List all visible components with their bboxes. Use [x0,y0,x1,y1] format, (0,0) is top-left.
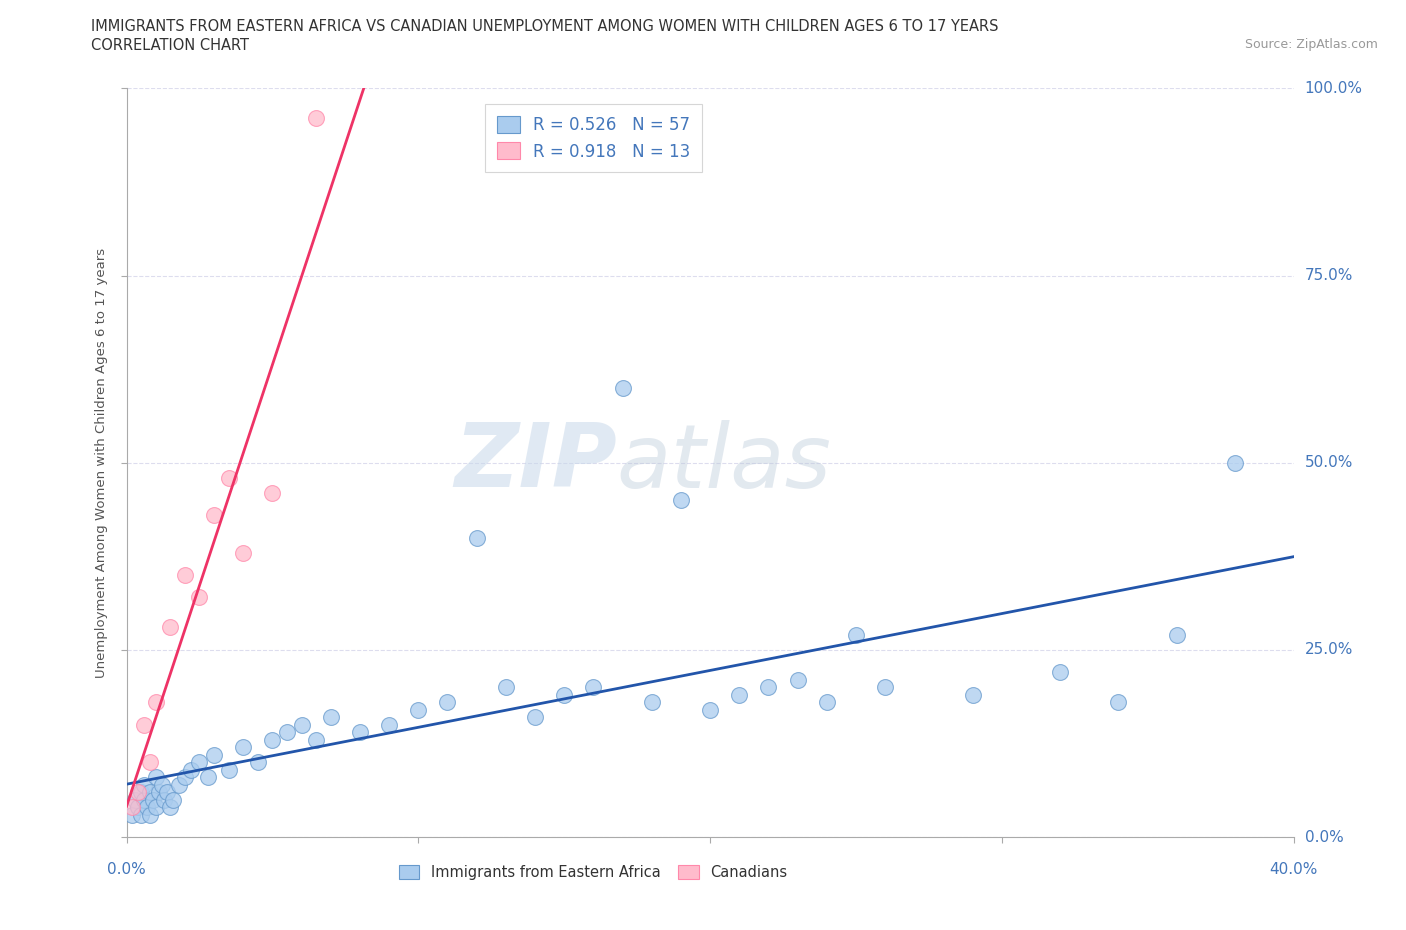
Text: IMMIGRANTS FROM EASTERN AFRICA VS CANADIAN UNEMPLOYMENT AMONG WOMEN WITH CHILDRE: IMMIGRANTS FROM EASTERN AFRICA VS CANADI… [91,19,998,33]
Point [290,717,312,732]
Point [728,687,751,702]
Point [815,695,838,710]
Point [121,800,143,815]
Point [218,763,240,777]
Point [202,747,225,762]
Point [202,508,225,523]
Text: 75.0%: 75.0% [1305,268,1353,283]
Point [136,800,159,815]
Point [1223,456,1247,471]
Point [276,724,298,739]
Point [148,785,170,800]
Point [129,785,152,800]
Point [167,777,190,792]
Point [145,695,167,710]
Point [845,628,868,643]
Point [612,380,634,395]
Point [305,111,328,126]
Point [124,792,146,807]
Text: ZIP: ZIP [454,419,617,506]
Text: 100.0%: 100.0% [1305,81,1362,96]
Point [641,695,664,710]
Point [756,680,779,695]
Point [129,807,152,822]
Point [218,471,240,485]
Point [127,785,149,800]
Point [378,717,401,732]
Text: 40.0%: 40.0% [1270,862,1317,877]
Point [408,702,430,717]
Legend: Immigrants from Eastern Africa, Canadians: Immigrants from Eastern Africa, Canadian… [394,859,793,886]
Point [159,620,181,635]
Text: 25.0%: 25.0% [1305,643,1353,658]
Point [465,530,488,545]
Point [188,755,211,770]
Text: 50.0%: 50.0% [1305,455,1353,471]
Point [121,807,143,822]
Point [232,545,254,560]
Point [127,800,149,815]
Point [139,755,162,770]
Point [180,763,202,777]
Point [150,777,173,792]
Text: 0.0%: 0.0% [1305,830,1343,844]
Text: Source: ZipAtlas.com: Source: ZipAtlas.com [1244,38,1378,51]
Point [145,770,167,785]
Point [197,770,219,785]
Point [1108,695,1130,710]
Point [262,485,284,500]
Text: atlas: atlas [617,419,831,506]
Point [319,710,342,724]
Point [786,672,808,687]
Point [962,687,984,702]
Point [305,732,328,747]
Point [495,680,517,695]
Point [162,792,184,807]
Point [553,687,575,702]
Point [142,792,165,807]
Point [145,800,167,815]
Point [582,680,605,695]
Point [139,807,162,822]
Point [153,792,176,807]
Point [174,567,197,582]
Point [139,785,162,800]
Point [699,702,721,717]
Point [1049,665,1071,680]
Point [132,792,155,807]
Point [156,785,179,800]
Text: 0.0%: 0.0% [107,862,146,877]
Point [669,493,692,508]
Point [436,695,458,710]
Point [232,739,254,754]
Point [524,710,547,724]
Point [188,590,211,604]
Text: CORRELATION CHART: CORRELATION CHART [91,38,249,53]
Point [262,732,284,747]
Point [349,724,371,739]
Point [132,717,155,732]
Point [1166,628,1188,643]
Point [174,770,197,785]
Point [875,680,897,695]
Point [132,777,155,792]
Point [246,755,269,770]
Y-axis label: Unemployment Among Women with Children Ages 6 to 17 years: Unemployment Among Women with Children A… [94,247,108,678]
Point [159,800,181,815]
